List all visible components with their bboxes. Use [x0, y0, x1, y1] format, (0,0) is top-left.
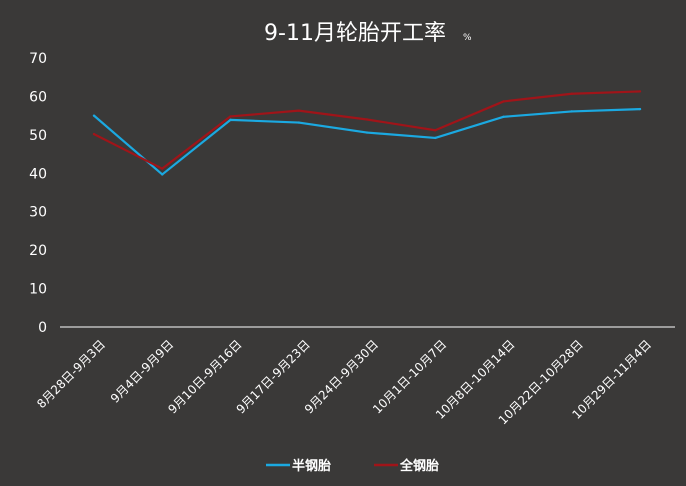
y-tick-label: 70	[29, 51, 47, 67]
y-tick-label: 50	[29, 128, 47, 144]
y-tick-label: 60	[29, 89, 47, 105]
y-tick-label: 10	[29, 282, 47, 298]
y-axis-tick-labels: 0 10 20 30 40 50 60 70	[29, 51, 47, 336]
x-axis-tick-labels: 8月28日-9月3日 9月4日-9月9日9月10日-9月16日9月17日-9月23…	[34, 337, 654, 427]
x-tick-label: 9月10日-9月16日	[165, 337, 244, 416]
data-point	[229, 115, 232, 118]
data-point	[161, 173, 164, 176]
data-point	[161, 167, 164, 170]
series-lines	[92, 90, 642, 176]
data-point	[297, 109, 300, 112]
data-point	[570, 110, 573, 113]
y-tick-label: 30	[29, 205, 47, 221]
data-point	[502, 100, 505, 103]
data-point	[570, 92, 573, 95]
data-point	[229, 118, 232, 122]
data-point	[365, 118, 369, 121]
x-tick-label: 9月4日-9月9日	[108, 337, 177, 406]
legend-label: 全钢胎	[399, 458, 439, 474]
x-tick-label: 8月28日-9月3日	[34, 337, 108, 411]
chart-title: 9-11月轮胎开工率	[264, 21, 446, 46]
legend: 半钢胎 全钢胎	[266, 458, 439, 474]
data-point	[638, 107, 642, 111]
y-tick-label: 20	[29, 243, 47, 259]
x-tick-label: 10月1日-10月7日	[370, 337, 449, 416]
data-point	[434, 129, 437, 132]
data-point	[297, 121, 300, 124]
series-line-1	[93, 90, 641, 170]
data-point	[365, 131, 369, 134]
data-point	[92, 132, 96, 136]
data-point	[92, 114, 96, 117]
chart-title-unit: %	[463, 33, 472, 43]
x-tick-label: 9月24日-9月30日	[302, 337, 381, 416]
data-point	[502, 115, 505, 118]
y-tick-label: 0	[38, 320, 47, 336]
legend-label: 半钢胎	[292, 458, 331, 474]
data-point	[638, 90, 642, 93]
y-tick-label: 40	[29, 166, 47, 182]
data-point	[434, 136, 437, 140]
x-tick-label: 9月17日-9月23日	[234, 337, 313, 416]
